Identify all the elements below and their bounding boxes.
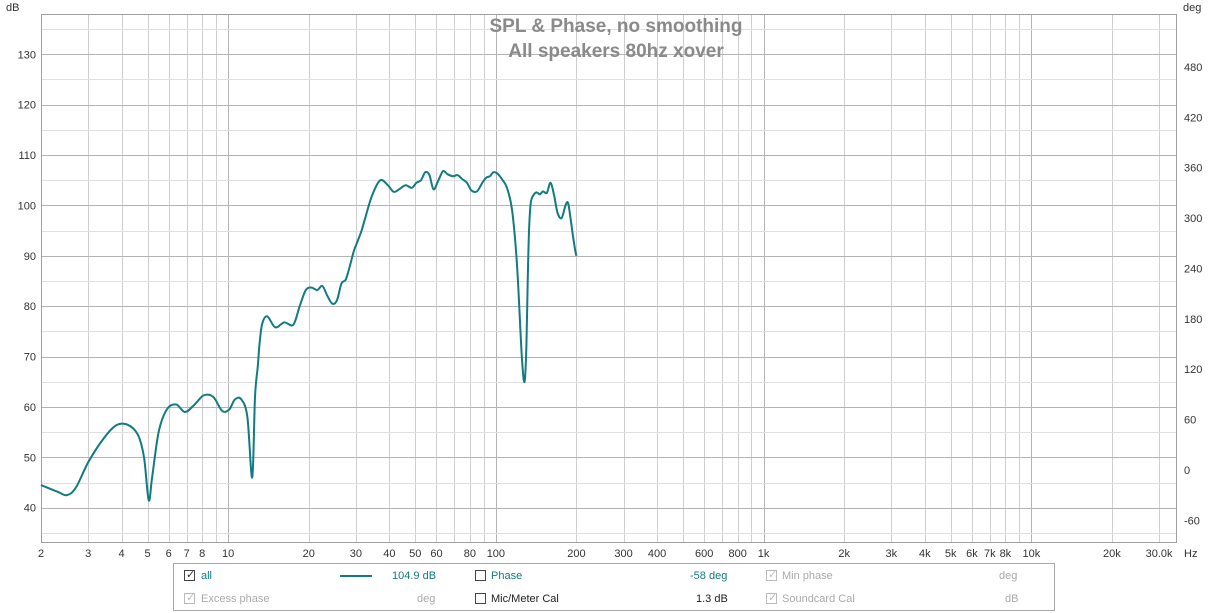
x-axis-unit: Hz <box>1184 548 1197 560</box>
x-tick-label: 800 <box>728 548 746 560</box>
legend-all-label: all <box>201 570 213 582</box>
x-tick-label: 7 <box>184 548 190 560</box>
check-mark-icon: ✓ <box>186 592 196 604</box>
y-tick-label: 120 <box>18 100 36 112</box>
x-tick-label: 3 <box>85 548 91 560</box>
y-tick-label: 60 <box>24 402 36 414</box>
y-tick-label: 40 <box>24 503 36 515</box>
x-tick-label: 4k <box>919 548 931 560</box>
x-tick-label: 80 <box>464 548 476 560</box>
legend-mic-meter-cal-label: Mic/Meter Cal <box>491 593 559 605</box>
plot-area[interactable] <box>41 14 1177 543</box>
x-tick-label: 10k <box>1022 548 1040 560</box>
y2-tick-label: -60 <box>1184 515 1200 527</box>
y2-tick-label: 300 <box>1184 213 1202 225</box>
x-tick-label: 1k <box>758 548 770 560</box>
y-tick-label: 90 <box>24 251 36 263</box>
x-tick-label: 3k <box>886 548 898 560</box>
x-tick-label: 30 <box>350 548 362 560</box>
min-phase-checkbox[interactable]: ✓ <box>766 569 778 581</box>
x-tick-label: 10 <box>222 548 234 560</box>
spl-phase-chart: 2 3 4 5 6 7 8 10 20 30 40 50 60 80 100 200 300 400 600 800 1… <box>6 2 1203 560</box>
legend-mic-meter-cal-value: 1.3 dB <box>696 593 728 605</box>
excess-phase-checkbox[interactable]: ✓ <box>184 592 196 604</box>
y2-tick-label: 0 <box>1184 465 1190 477</box>
y-tick-label: 80 <box>24 301 36 313</box>
y2-tick-label: 180 <box>1184 314 1202 326</box>
vertical-gridlines <box>88 14 1160 543</box>
x-tick-label: 2 <box>38 548 44 560</box>
legend-phase-label: Phase <box>491 570 523 582</box>
check-mark-icon: ✓ <box>768 592 778 604</box>
x-tick-label: 8 <box>199 548 205 560</box>
y-tick-label: 100 <box>18 200 36 212</box>
legend-panel: ✓ all 104.9 dB Phase -58 deg ✓ Min phase… <box>173 563 1055 611</box>
y2-tick-label: 480 <box>1184 62 1202 74</box>
legend-min-phase-label: Min phase <box>782 570 833 582</box>
check-mark-icon: ✓ <box>768 569 778 581</box>
y-axis-label: dB <box>6 2 19 14</box>
x-tick-label: 5k <box>945 548 957 560</box>
y-tick-label: 110 <box>18 150 36 162</box>
x-tick-label: 20k <box>1103 548 1121 560</box>
x-tick-label: 4 <box>119 548 125 560</box>
legend-excess-phase-value: deg <box>417 593 436 605</box>
y2-tick-label: 60 <box>1184 415 1196 427</box>
x-tick-label: 2k <box>838 548 850 560</box>
x-tick-label: 50 <box>409 548 421 560</box>
x-tick-label: 300 <box>614 548 632 560</box>
soundcard-cal-checkbox[interactable]: ✓ <box>766 592 778 604</box>
chart-subtitle: All speakers 80hz xover <box>508 41 724 62</box>
x-tick-label: 5 <box>144 548 150 560</box>
legend-excess-phase-label: Excess phase <box>201 593 270 605</box>
y2-tick-label: 240 <box>1184 263 1202 275</box>
y2-tick-label: 360 <box>1184 163 1202 175</box>
all-checkbox[interactable]: ✓ <box>184 569 196 581</box>
x-axis-tick-labels: 2 3 4 5 6 7 8 10 20 30 40 50 60 80 100 200 300 400 600 800 1… <box>38 548 1173 560</box>
series-line-all <box>40 170 578 502</box>
x-tick-label: 40 <box>383 548 395 560</box>
x-tick-label: 600 <box>695 548 713 560</box>
x-tick-label: 60 <box>430 548 442 560</box>
legend-min-phase-value: deg <box>999 570 1018 582</box>
mic-meter-cal-checkbox[interactable] <box>475 593 486 604</box>
legend-all-value: 104.9 dB <box>392 570 437 582</box>
plot-border <box>41 14 1177 543</box>
y-tick-label: 130 <box>18 49 36 61</box>
series-layer <box>40 170 578 502</box>
check-mark-icon: ✓ <box>186 569 196 581</box>
phase-checkbox[interactable] <box>475 570 486 581</box>
x-tick-label: 200 <box>567 548 585 560</box>
series-swatch <box>340 575 372 577</box>
legend-soundcard-cal-value: dB <box>1005 593 1019 605</box>
y-tick-label: 50 <box>24 452 36 464</box>
y2-axis-label: deg <box>1183 2 1201 14</box>
legend-soundcard-cal-label: Soundcard Cal <box>782 593 855 605</box>
horizontal-gridlines <box>41 29 1177 534</box>
legend-phase-value: -58 deg <box>690 570 728 582</box>
x-tick-label: 30.0k <box>1146 548 1173 560</box>
y2-tick-label: 420 <box>1184 112 1202 124</box>
x-tick-label: 100 <box>487 548 505 560</box>
x-tick-label: 6k <box>966 548 978 560</box>
x-tick-label: 6 <box>166 548 172 560</box>
chart-title: SPL & Phase, no smoothing <box>489 16 742 37</box>
x-tick-label: 7k <box>984 548 996 560</box>
x-tick-label: 8k <box>1000 548 1012 560</box>
x-tick-label: 20 <box>303 548 315 560</box>
y-axis-tick-labels: 40 50 60 70 80 90 100 110 120 130 <box>18 49 36 514</box>
y-tick-label: 70 <box>24 352 36 364</box>
y2-tick-label: 120 <box>1184 364 1202 376</box>
y2-axis-tick-labels: -60 0 60 120 180 240 300 360 420 480 <box>1184 62 1202 527</box>
x-tick-label: 400 <box>648 548 666 560</box>
